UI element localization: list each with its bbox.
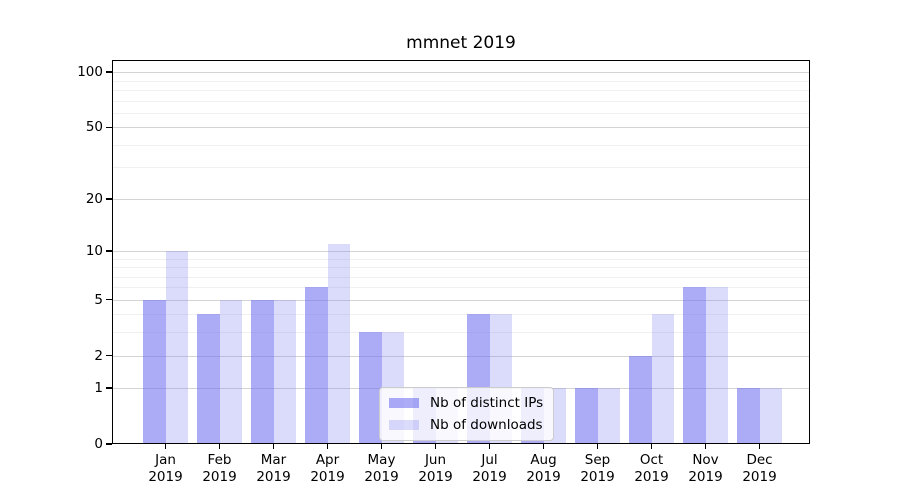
bar-distinct-ips — [575, 388, 598, 444]
x-axis-tick-label: Apr 2019 — [310, 452, 345, 485]
gridline-minor — [112, 90, 810, 91]
y-axis-tick-mark — [106, 387, 112, 389]
bar-distinct-ips — [359, 332, 382, 444]
plot-area: Dec 2019 Nov 2019 Oct 2019 Sep 2019 Aug 2019… — [77, 60, 810, 485]
y-axis-tick-label: 5 — [94, 291, 103, 308]
gridline-minor — [112, 258, 810, 260]
gridline-minor — [112, 276, 810, 278]
y-axis-tick-label: 10 — [85, 242, 103, 259]
y-axis-tick-mark — [106, 71, 112, 73]
x-axis-tick-mark — [596, 444, 599, 449]
bar-downloads — [759, 388, 782, 444]
x-axis-tick-mark — [650, 444, 653, 449]
gridline-major — [112, 72, 810, 74]
x-axis-tick-label: Nov 2019 — [688, 452, 723, 485]
legend-item-downloads: Nb of downloads — [389, 417, 543, 433]
x-axis-tick-mark — [272, 444, 275, 449]
x-axis-tick-mark — [488, 444, 491, 449]
gridline-minor — [112, 80, 810, 82]
y-axis-tick-label: 100 — [77, 64, 103, 81]
legend-swatch-downloads-icon — [389, 419, 419, 431]
x-axis-tick-label: Jun 2019 — [418, 452, 453, 485]
y-axis-tick-mark — [106, 126, 112, 128]
gridline-minor — [112, 100, 810, 102]
bar-downloads — [165, 250, 188, 444]
x-axis-tick-label: Sep 2019 — [580, 452, 615, 485]
y-axis-tick-label: 20 — [85, 190, 103, 207]
bar-distinct-ips — [683, 287, 706, 444]
bar-downloads — [219, 299, 242, 444]
x-axis-tick-label: Oct 2019 — [634, 452, 669, 485]
chart-title: mmnet 2019 — [406, 33, 516, 53]
legend-item-distinct-ips: Nb of distinct IPs — [389, 395, 543, 411]
x-axis-tick-mark — [434, 444, 437, 449]
x-axis-tick-mark — [380, 444, 383, 449]
bar-downloads — [705, 287, 728, 444]
x-axis-tick-label: Mar 2019 — [256, 452, 291, 485]
legend-swatch-distinct-ips-icon — [389, 397, 419, 409]
x-axis-tick-mark — [704, 444, 707, 449]
gridline-major — [112, 127, 810, 129]
y-axis-tick-label: 2 — [94, 347, 103, 364]
gridline-minor — [112, 287, 810, 289]
x-axis-tick-label: Jul 2019 — [472, 452, 507, 485]
gridline-minor — [112, 332, 810, 334]
gridline-minor — [112, 112, 810, 114]
bar-distinct-ips — [629, 355, 652, 444]
bar-distinct-ips — [197, 314, 220, 444]
bar-distinct-ips — [251, 299, 274, 444]
y-axis-tick-label: 1 — [94, 380, 103, 397]
x-axis-tick-label: Feb 2019 — [202, 452, 237, 485]
bar-downloads — [651, 314, 674, 444]
y-axis-tick-mark — [106, 250, 112, 252]
bar-downloads — [597, 388, 620, 444]
x-axis-tick-label: Jan 2019 — [148, 452, 183, 485]
y-axis-tick-mark — [106, 443, 112, 445]
legend-label-distinct-ips: Nb of distinct IPs — [430, 395, 544, 411]
y-axis-tick-label: 50 — [85, 119, 103, 136]
x-axis-tick-mark — [326, 444, 329, 449]
y-axis-tick-label: 0 — [94, 436, 103, 452]
legend-label-downloads: Nb of downloads — [430, 417, 543, 433]
x-axis-tick-mark — [218, 444, 221, 449]
bar-downloads — [327, 243, 350, 444]
gridline-major — [112, 299, 810, 301]
bar-downloads — [273, 299, 296, 444]
legend: Nb of distinct IPs Nb of downloads — [379, 387, 555, 441]
x-axis-tick-label: Aug 2019 — [526, 452, 561, 485]
gridline-minor — [112, 267, 810, 268]
gridline-major — [112, 250, 810, 252]
y-axis-tick-mark — [106, 354, 112, 357]
y-axis-tick-mark — [106, 298, 112, 301]
y-axis-tick-mark — [106, 198, 112, 200]
gridline-minor — [112, 167, 810, 169]
gridline-major — [112, 198, 810, 200]
gridline-minor — [112, 144, 810, 146]
x-axis-tick-mark — [758, 444, 761, 449]
x-axis-tick-label: May 2019 — [364, 452, 399, 485]
x-axis-tick-label: Dec 2019 — [742, 452, 777, 485]
gridline-minor — [112, 314, 810, 316]
bar-distinct-ips — [143, 299, 166, 444]
bar-distinct-ips — [305, 287, 328, 444]
x-axis-tick-mark — [164, 444, 167, 449]
bar-distinct-ips — [737, 388, 760, 444]
x-axis-tick-mark — [542, 444, 545, 449]
gridline-major — [112, 355, 810, 357]
